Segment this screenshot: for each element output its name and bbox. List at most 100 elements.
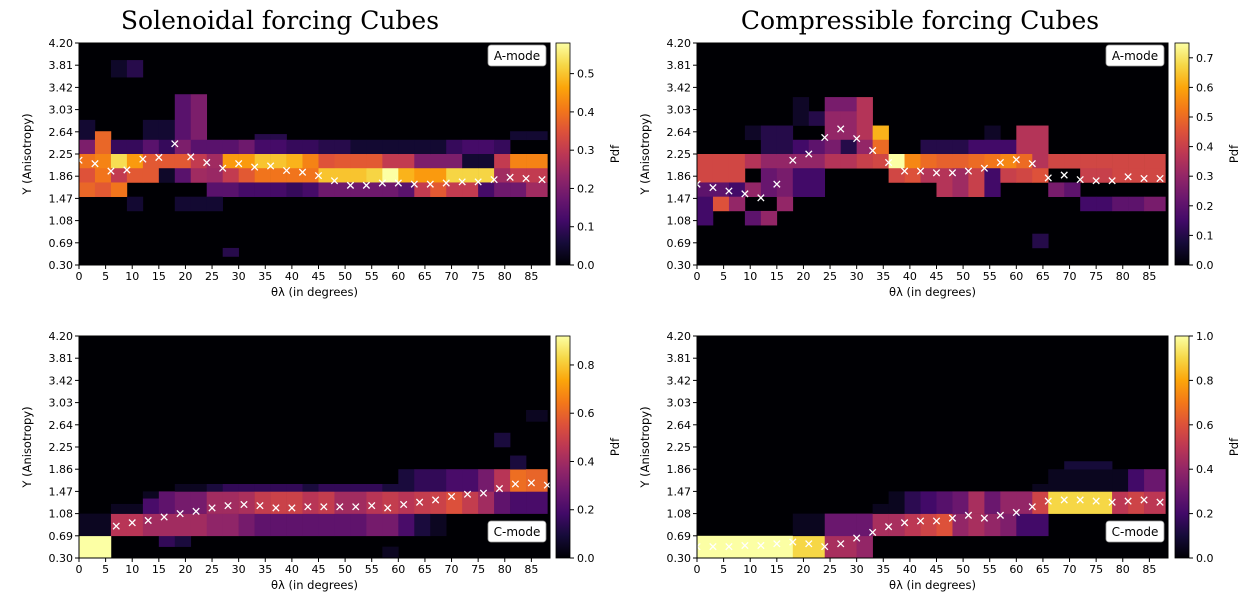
title-solenoidal: Solenoidal forcing Cubes xyxy=(120,6,440,35)
peak-marker xyxy=(208,504,216,512)
peak-marker xyxy=(884,523,893,531)
y-tick-label: 1.86 xyxy=(49,463,74,476)
x-tick-label: 70 xyxy=(445,270,459,283)
colorbar-label: Pdf xyxy=(1227,437,1241,456)
y-tick-label: 3.81 xyxy=(49,352,74,365)
x-tick-label: 60 xyxy=(1009,270,1023,283)
heatmap-cell xyxy=(206,484,223,492)
heatmap-cell xyxy=(190,139,208,155)
heatmap-cell xyxy=(142,498,160,514)
peak-marker xyxy=(128,519,136,527)
heatmap-cell xyxy=(1032,125,1049,155)
colorbar-label: Pdf xyxy=(608,144,622,163)
heatmap-cell xyxy=(1048,182,1065,197)
heatmap-cell xyxy=(776,196,794,212)
peak-marker xyxy=(447,492,456,501)
heatmap-cell xyxy=(1080,196,1097,212)
y-tick-label: 3.03 xyxy=(49,397,74,410)
x-tick-label: 85 xyxy=(1142,563,1156,576)
heatmap-cell xyxy=(446,139,463,155)
colorbar-tick-label: 0.4 xyxy=(577,455,595,468)
heatmap-cell xyxy=(142,154,160,169)
x-tick-label: 35 xyxy=(876,270,890,283)
peak-marker xyxy=(511,480,520,488)
y-tick-label: 3.42 xyxy=(49,374,74,387)
y-tick-label: 1.08 xyxy=(667,215,692,228)
heatmap-cell xyxy=(494,432,511,448)
heatmap-cell xyxy=(494,139,511,155)
colorbar-tick-label: 0.4 xyxy=(1196,463,1214,476)
peak-marker xyxy=(282,166,291,175)
heatmap-cell xyxy=(494,182,511,197)
heatmap-cell xyxy=(110,503,128,514)
y-tick-label: 0.30 xyxy=(667,259,692,272)
heatmap-cell xyxy=(776,168,794,197)
heatmap-cell xyxy=(414,491,431,514)
heatmap-cell xyxy=(728,154,746,183)
peak-marker xyxy=(304,503,312,511)
x-tick-label: 20 xyxy=(796,563,810,576)
heatmap-cell xyxy=(190,94,208,141)
peak-marker xyxy=(964,511,973,519)
heatmap-cell xyxy=(350,182,367,197)
heatmap-cell xyxy=(94,139,112,155)
heatmap-cell xyxy=(430,168,447,183)
peak-marker xyxy=(330,177,339,185)
colorbar xyxy=(555,335,571,559)
heatmap-cell xyxy=(126,154,144,169)
colorbar xyxy=(1174,42,1190,266)
peak-marker xyxy=(725,187,733,195)
colorbar-tick-label: 0.8 xyxy=(577,359,595,372)
heatmap-cell xyxy=(1128,196,1145,212)
y-tick-label: 0.30 xyxy=(667,552,692,565)
peak-marker xyxy=(1124,497,1132,505)
peak-marker xyxy=(741,190,749,198)
heatmap-cell xyxy=(382,546,399,559)
heatmap-cell xyxy=(1144,491,1166,514)
colorbar-tick-label: 0.6 xyxy=(577,407,595,420)
heatmap-cell xyxy=(478,139,495,155)
peak-marker xyxy=(853,134,861,143)
x-tick-label: 60 xyxy=(1009,563,1023,576)
heatmap-cell xyxy=(270,513,287,537)
x-tick-label: 35 xyxy=(876,563,890,576)
heatmap-cell xyxy=(1032,491,1049,514)
heatmap-cell xyxy=(697,535,794,559)
heatmap-cell xyxy=(888,168,905,183)
heatmap-cell xyxy=(1112,154,1129,169)
heatmap-cell xyxy=(382,168,399,183)
peak-marker xyxy=(725,542,733,551)
heatmap-cell xyxy=(446,168,463,183)
heatmap-cell xyxy=(366,168,383,183)
heatmap-cell xyxy=(760,168,778,197)
heatmap-cell xyxy=(824,154,841,169)
y-tick-label: 1.86 xyxy=(667,170,692,183)
x-tick-label: 20 xyxy=(178,270,192,283)
colorbar-tick-label: 0.2 xyxy=(577,182,595,195)
heatmap-cell xyxy=(1016,491,1033,514)
heatmap-cell xyxy=(398,513,415,537)
x-tick-label: 10 xyxy=(125,563,139,576)
peak-marker xyxy=(805,150,813,158)
heatmap-cell xyxy=(366,182,383,197)
heatmap-cell xyxy=(79,182,96,197)
heatmap-cell xyxy=(254,182,271,197)
heatmap-cell xyxy=(760,154,778,169)
heatmap-cell xyxy=(1064,461,1113,470)
heatmap-cell xyxy=(238,154,255,169)
heatmap-cell xyxy=(952,513,969,537)
peak-marker xyxy=(240,500,248,509)
colorbar-tick-label: 0.4 xyxy=(577,106,595,119)
x-tick-label: 20 xyxy=(178,563,192,576)
heatmap-cell xyxy=(968,154,985,169)
heatmap-cell xyxy=(382,154,399,169)
x-tick-label: 50 xyxy=(956,563,970,576)
peak-marker xyxy=(1012,156,1020,164)
x-tick-label: 85 xyxy=(524,270,538,283)
peak-marker xyxy=(336,503,344,511)
x-tick-label: 45 xyxy=(929,270,943,283)
heatmap-cell xyxy=(872,154,889,169)
peak-marker xyxy=(1028,503,1036,511)
x-tick-label: 20 xyxy=(796,270,810,283)
heatmap-cell xyxy=(126,60,144,78)
